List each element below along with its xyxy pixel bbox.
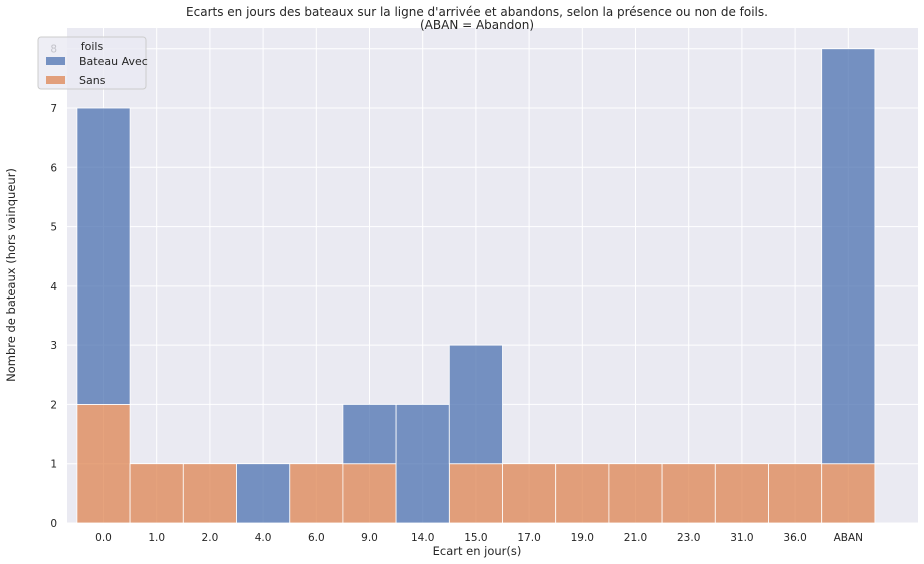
x-tick-label: 14.0: [411, 532, 434, 544]
y-tick-label: 6: [50, 162, 57, 174]
legend-items: Bateau Avec Sans: [46, 55, 148, 87]
x-tick-label: 1.0: [148, 532, 165, 544]
bar-sans-0-0: [76, 404, 131, 524]
x-tick-label: 31.0: [730, 532, 753, 544]
chart-subtitle: (ABAN = Abandon): [420, 18, 534, 32]
y-tick-label: 4: [50, 281, 57, 293]
bar-sans-23-0: [661, 463, 716, 524]
legend-swatch: [46, 57, 65, 65]
x-tick-label: 15.0: [464, 532, 487, 544]
bars: [76, 48, 876, 524]
x-tick-label: 6.0: [308, 532, 325, 544]
chart-title: Ecarts en jours des bateaux sur la ligne…: [186, 5, 768, 19]
y-axis-label: Nombre de bateaux (hors vainqueur): [4, 168, 18, 382]
bar-sans-9-0: [342, 463, 397, 524]
bar-sans-aban: [821, 463, 876, 524]
bar-sans-36-0: [768, 463, 823, 524]
y-tick-label: 0: [50, 518, 57, 530]
bar-sans-31-0: [714, 463, 769, 524]
bar-sans-15-0: [448, 463, 503, 524]
bar-sans-21-0: [608, 463, 663, 524]
bar-sans-2-0: [182, 463, 237, 524]
y-tick-label: 5: [50, 222, 57, 234]
legend-title: foils: [81, 40, 104, 53]
y-tick-label: 7: [50, 103, 57, 115]
x-tick-label: 4.0: [255, 532, 272, 544]
x-tick-label: 36.0: [783, 532, 806, 544]
bar-bateau-avec-4-0: [236, 463, 291, 524]
legend-swatch: [46, 76, 65, 84]
bar-sans-19-0: [555, 463, 610, 524]
y-tick-label: 1: [50, 459, 57, 471]
y-tick-labels: 012345678: [50, 44, 57, 530]
x-tick-labels: 0.0 1.0 2.0 4.0 6.0 9.0 14.0 15.0 17.0 19.0 21.0 23…: [95, 532, 863, 544]
x-axis-label: Ecart en jour(s): [433, 544, 522, 558]
legend: foils Bateau Avec Sans: [37, 36, 148, 90]
bar-sans-1-0: [129, 463, 184, 524]
bar-sans-6-0: [289, 463, 344, 524]
x-tick-label: 0.0: [95, 532, 112, 544]
bar-sans-17-0: [502, 463, 557, 524]
bar-bateau-avec-15-0: [448, 344, 503, 465]
x-tick-label: 9.0: [361, 532, 378, 544]
x-tick-label: 17.0: [517, 532, 540, 544]
bar-bateau-avec-14-0: [395, 404, 450, 524]
x-tick-label: 19.0: [571, 532, 594, 544]
y-tick-label: 2: [50, 399, 57, 411]
x-tick-label: 21.0: [624, 532, 647, 544]
bar-bateau-avec-aban: [821, 48, 876, 465]
bar-bateau-avec-0-0: [76, 107, 131, 405]
x-tick-label: 23.0: [677, 532, 700, 544]
x-tick-label: ABAN: [834, 532, 863, 544]
bar-bateau-avec-9-0: [342, 404, 397, 465]
x-tick-label: 2.0: [202, 532, 219, 544]
y-tick-label: 3: [50, 340, 57, 352]
legend-label: Bateau Avec: [79, 55, 148, 68]
legend-label: Sans: [79, 74, 106, 87]
